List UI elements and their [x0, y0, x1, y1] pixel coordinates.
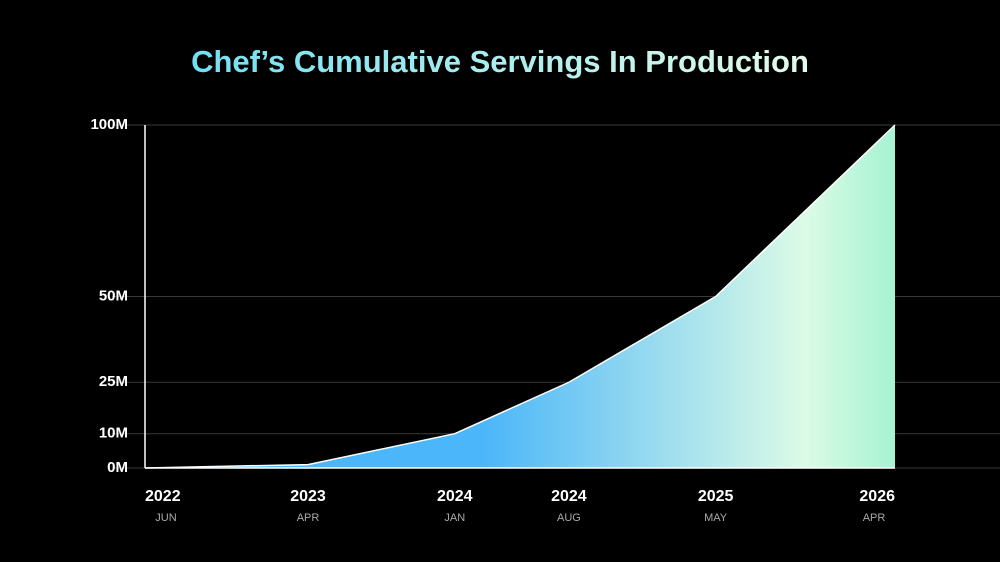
x-tick-label: 2022 [145, 488, 181, 505]
area [145, 125, 895, 468]
x-tick-sublabel: APR [863, 512, 886, 524]
x-tick-label: 2025 [698, 488, 734, 505]
y-tick-label: 100M [90, 116, 128, 133]
x-tick-label: 2024 [437, 488, 473, 505]
y-tick-label: 0M [107, 459, 128, 476]
y-tick-label: 50M [99, 287, 128, 304]
y-tick-label: 25M [99, 373, 128, 390]
x-tick-sublabel: JUN [155, 512, 176, 524]
x-tick-label: 2024 [551, 488, 587, 505]
x-tick-label: 2026 [859, 488, 895, 505]
x-tick-sublabel: AUG [557, 512, 581, 524]
x-tick-label: 2023 [290, 488, 326, 505]
x-tick-sublabel: JAN [444, 512, 465, 524]
chart-title: Chef’s Cumulative Servings In Production [191, 44, 809, 79]
area-edge [144, 124, 896, 469]
y-tick-label: 10M [99, 425, 128, 442]
x-tick-sublabel: MAY [704, 512, 728, 524]
x-tick-sublabel: APR [297, 512, 320, 524]
